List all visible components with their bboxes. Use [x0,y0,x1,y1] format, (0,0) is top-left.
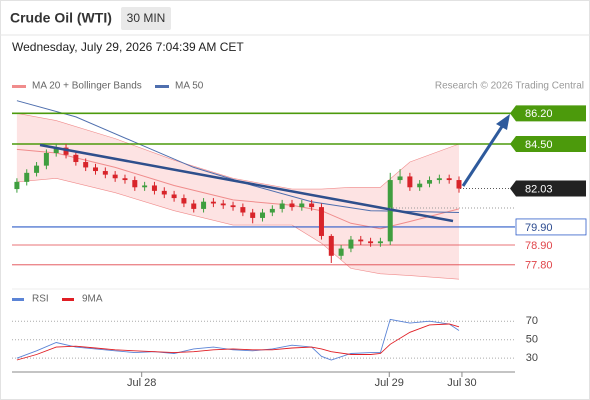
forecast-arrow [461,124,505,187]
legend-swatch [12,85,26,88]
level-box [515,218,587,236]
level-label: 86.20 [525,108,553,120]
candle-body [34,165,40,173]
candle-body [289,203,295,208]
candle-body [93,167,99,172]
candle-body [348,239,354,249]
candle-body [63,147,69,155]
candle-body [368,241,374,244]
candle-body [14,181,20,190]
legend-label: MA 20 + Bollinger Bands [32,81,142,92]
candle-body [309,203,315,208]
legend-label: 9MA [82,294,103,305]
candle-body [142,185,148,188]
candle-body [210,201,216,204]
level-box [510,135,586,152]
y-tick-label: 50 [526,334,538,346]
candle-body [397,176,403,181]
candle-body [417,183,423,188]
candle-body [24,172,30,182]
y-tick-label: 30 [526,352,538,364]
candle-body [436,178,442,181]
candle-body [338,248,344,256]
interval-badge [121,7,171,30]
candle-body [230,205,236,208]
arrow-head [496,114,510,130]
candle-body [456,180,462,189]
level-label: 82.03 [525,183,553,195]
candle-body [299,203,305,208]
legend-swatch [155,85,169,88]
candle-body [427,180,433,184]
level-box [510,105,586,122]
x-tick-label: Jul 28 [127,377,156,389]
candle-body [151,185,157,191]
candle-body [53,147,59,154]
candle-body [83,162,89,168]
level-label: 84.50 [525,139,553,151]
candle-body [328,235,334,256]
candle-body [377,241,383,244]
candle-body [358,239,364,242]
date: Wednesday, July 29, 2026 7:04:39 AM CET [12,40,244,54]
legend-label: RSI [32,294,49,305]
candle-body [201,201,207,209]
x-tick-label: Jul 29 [375,377,404,389]
candle-body [318,207,324,236]
candle-body [220,203,226,206]
candle-body [407,176,413,188]
legend-swatch [62,298,74,301]
candle-body [122,178,128,181]
trend-line [39,143,454,223]
candle-body [181,198,187,204]
level-box [510,180,586,197]
candle-body [191,203,197,209]
interval: 30 MIN [127,11,166,25]
legend-label: MA 50 [175,81,204,92]
candle-body [132,180,138,188]
indicator-line [16,323,460,361]
source: Research © 2026 Trading Central [435,81,584,92]
candle-body [73,154,79,163]
candle-body [279,203,285,209]
level-label: 77.80 [525,260,553,272]
candle-body [43,153,49,166]
bollinger-lower [16,177,460,280]
bollinger-fill [16,113,460,280]
candle-body [240,207,246,213]
level-label: 78.90 [525,240,553,252]
candle-body [161,190,167,195]
candle-body [250,212,256,218]
legend-swatch [12,298,24,301]
level-label: 79.90 [525,222,553,234]
y-tick-label: 70 [526,315,538,327]
candle-body [269,208,275,213]
candle-body [171,194,177,199]
ma50-line [16,100,460,213]
candle-body [102,171,108,175]
candle-body [446,178,452,181]
candle-body [112,174,118,179]
x-tick-label: Jul 30 [447,377,476,389]
chart-title: Crude Oil (WTI) [10,10,112,26]
candle-body [260,212,266,218]
